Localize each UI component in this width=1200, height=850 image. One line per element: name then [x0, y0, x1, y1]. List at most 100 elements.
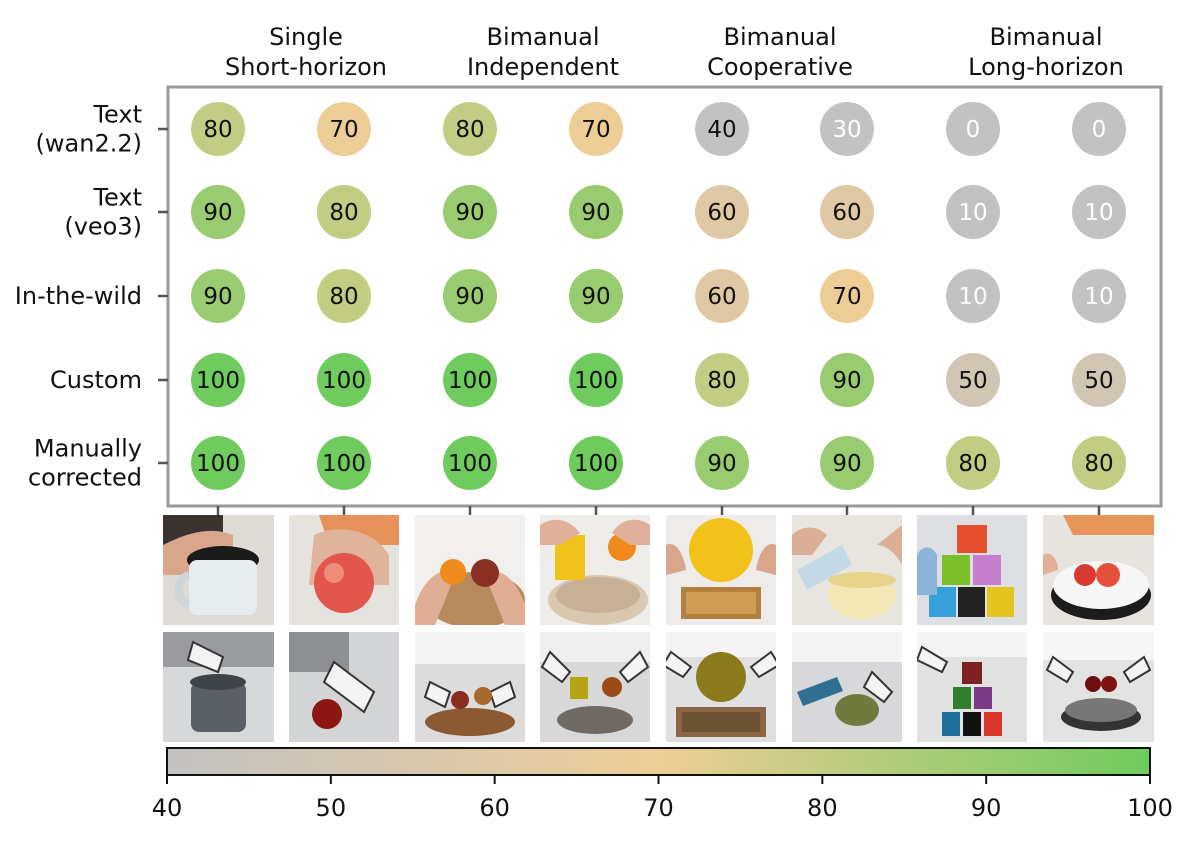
bubble-circle [695, 353, 749, 407]
bubble-value: 100 [448, 451, 492, 477]
bubble-circle [569, 102, 623, 156]
bubble-value: 90 [581, 200, 610, 226]
bubble-value: 70 [581, 117, 610, 143]
colorbar-tick-label: 70 [643, 794, 674, 822]
bubble-value: 80 [329, 200, 358, 226]
bubble-value: 10 [958, 284, 987, 310]
bubble-circle [443, 185, 497, 239]
bubble-circle [191, 269, 245, 323]
colorbar-tick-label: 60 [479, 794, 510, 822]
bubble-circle [695, 185, 749, 239]
bubble-value: 10 [1084, 200, 1113, 226]
bubble: 100 [317, 353, 371, 407]
bubble-value: 90 [581, 284, 610, 310]
bubble: 100 [569, 436, 623, 490]
bubble-value: 50 [958, 368, 987, 394]
bubble-circle [317, 353, 371, 407]
bubble: 80 [1072, 436, 1126, 490]
colorbar: 40 50 60 70 80 90 100 [152, 747, 1173, 822]
bubble: 40 [695, 102, 749, 156]
bubble-value: 0 [966, 117, 981, 143]
bubble-value: 80 [455, 117, 484, 143]
column-header-line: Short-horizon [225, 53, 387, 81]
photo-human-mug [163, 515, 274, 625]
bubble-value: 50 [1084, 368, 1113, 394]
bubble: 10 [1072, 269, 1126, 323]
bubble-value: 80 [707, 368, 736, 394]
bubble-value: 40 [707, 117, 736, 143]
bubble-circle [191, 102, 245, 156]
bubble-circle [820, 353, 874, 407]
bubble: 100 [443, 353, 497, 407]
bubble-value: 100 [196, 451, 240, 477]
bubble: 70 [317, 102, 371, 156]
row-label-line: (wan2.2) [36, 130, 142, 158]
row-label-line: Text [92, 184, 142, 212]
bubble: 80 [191, 102, 245, 156]
bubble: 100 [443, 436, 497, 490]
bubble: 90 [695, 436, 749, 490]
row-label-line: Text [92, 101, 142, 129]
bubble-value: 100 [448, 368, 492, 394]
bubble-value: 100 [574, 368, 618, 394]
column-header-line: Single [269, 23, 343, 51]
bubble-value: 80 [958, 451, 987, 477]
column-header-line: Cooperative [707, 53, 853, 81]
column-header-line: Long-horizon [968, 53, 1124, 81]
bubble: 90 [443, 269, 497, 323]
colorbar-tick-label: 100 [1127, 794, 1173, 822]
bubble: 90 [569, 269, 623, 323]
bubble: 90 [820, 436, 874, 490]
bubble-circle [1072, 436, 1126, 490]
bubble-value: 100 [322, 368, 366, 394]
column-header-line: Bimanual [723, 23, 836, 51]
bubble-circle [569, 436, 623, 490]
row-label-line: In-the-wild [15, 282, 142, 310]
row-label-line: corrected [28, 464, 142, 492]
photo-human-oranges [415, 515, 525, 625]
bubble-circle [1072, 353, 1126, 407]
bubble: 30 [820, 102, 874, 156]
photo-human-apple [289, 515, 399, 625]
bubble-value: 100 [574, 451, 618, 477]
bubble-circle [191, 353, 245, 407]
bubble: 90 [569, 185, 623, 239]
bubble: 0 [946, 102, 1000, 156]
photo-human-cups [917, 515, 1027, 625]
bubble-value: 80 [329, 284, 358, 310]
bubble: 10 [1072, 185, 1126, 239]
plot-frame [166, 85, 1163, 508]
bubble-circle [443, 102, 497, 156]
bubble-circle [946, 353, 1000, 407]
bubble-value: 90 [455, 200, 484, 226]
colorbar-tick-label: 40 [152, 794, 183, 822]
bubble-circle [569, 185, 623, 239]
bubble: 100 [569, 353, 623, 407]
photo-human-plate [1043, 515, 1154, 625]
bubble-value: 60 [707, 284, 736, 310]
bubble-circle [569, 269, 623, 323]
bubble: 80 [946, 436, 1000, 490]
photo-robot-apple [289, 632, 399, 742]
row-label-line: (veo3) [64, 213, 142, 241]
bubble-value: 60 [832, 200, 861, 226]
bubble-value: 100 [196, 368, 240, 394]
photo-robot-mug [163, 632, 274, 742]
bubble-circle [317, 185, 371, 239]
row-labels: Text(wan2.2)Text(veo3)In-the-wildCustomM… [15, 101, 142, 492]
bubble: 60 [695, 269, 749, 323]
bubble: 90 [191, 269, 245, 323]
bubble-circle [1072, 102, 1126, 156]
bubble-circle [946, 185, 1000, 239]
bubble-circle [820, 102, 874, 156]
bubble: 80 [695, 353, 749, 407]
bubble-value: 80 [1084, 451, 1113, 477]
bubble-circle [946, 269, 1000, 323]
bubble-value: 10 [958, 200, 987, 226]
bubble-circle [317, 102, 371, 156]
bubble-circle [946, 102, 1000, 156]
bubble: 100 [191, 353, 245, 407]
bubble: 90 [820, 353, 874, 407]
photo-robot-plate [1043, 632, 1154, 742]
bubble-circle [820, 269, 874, 323]
